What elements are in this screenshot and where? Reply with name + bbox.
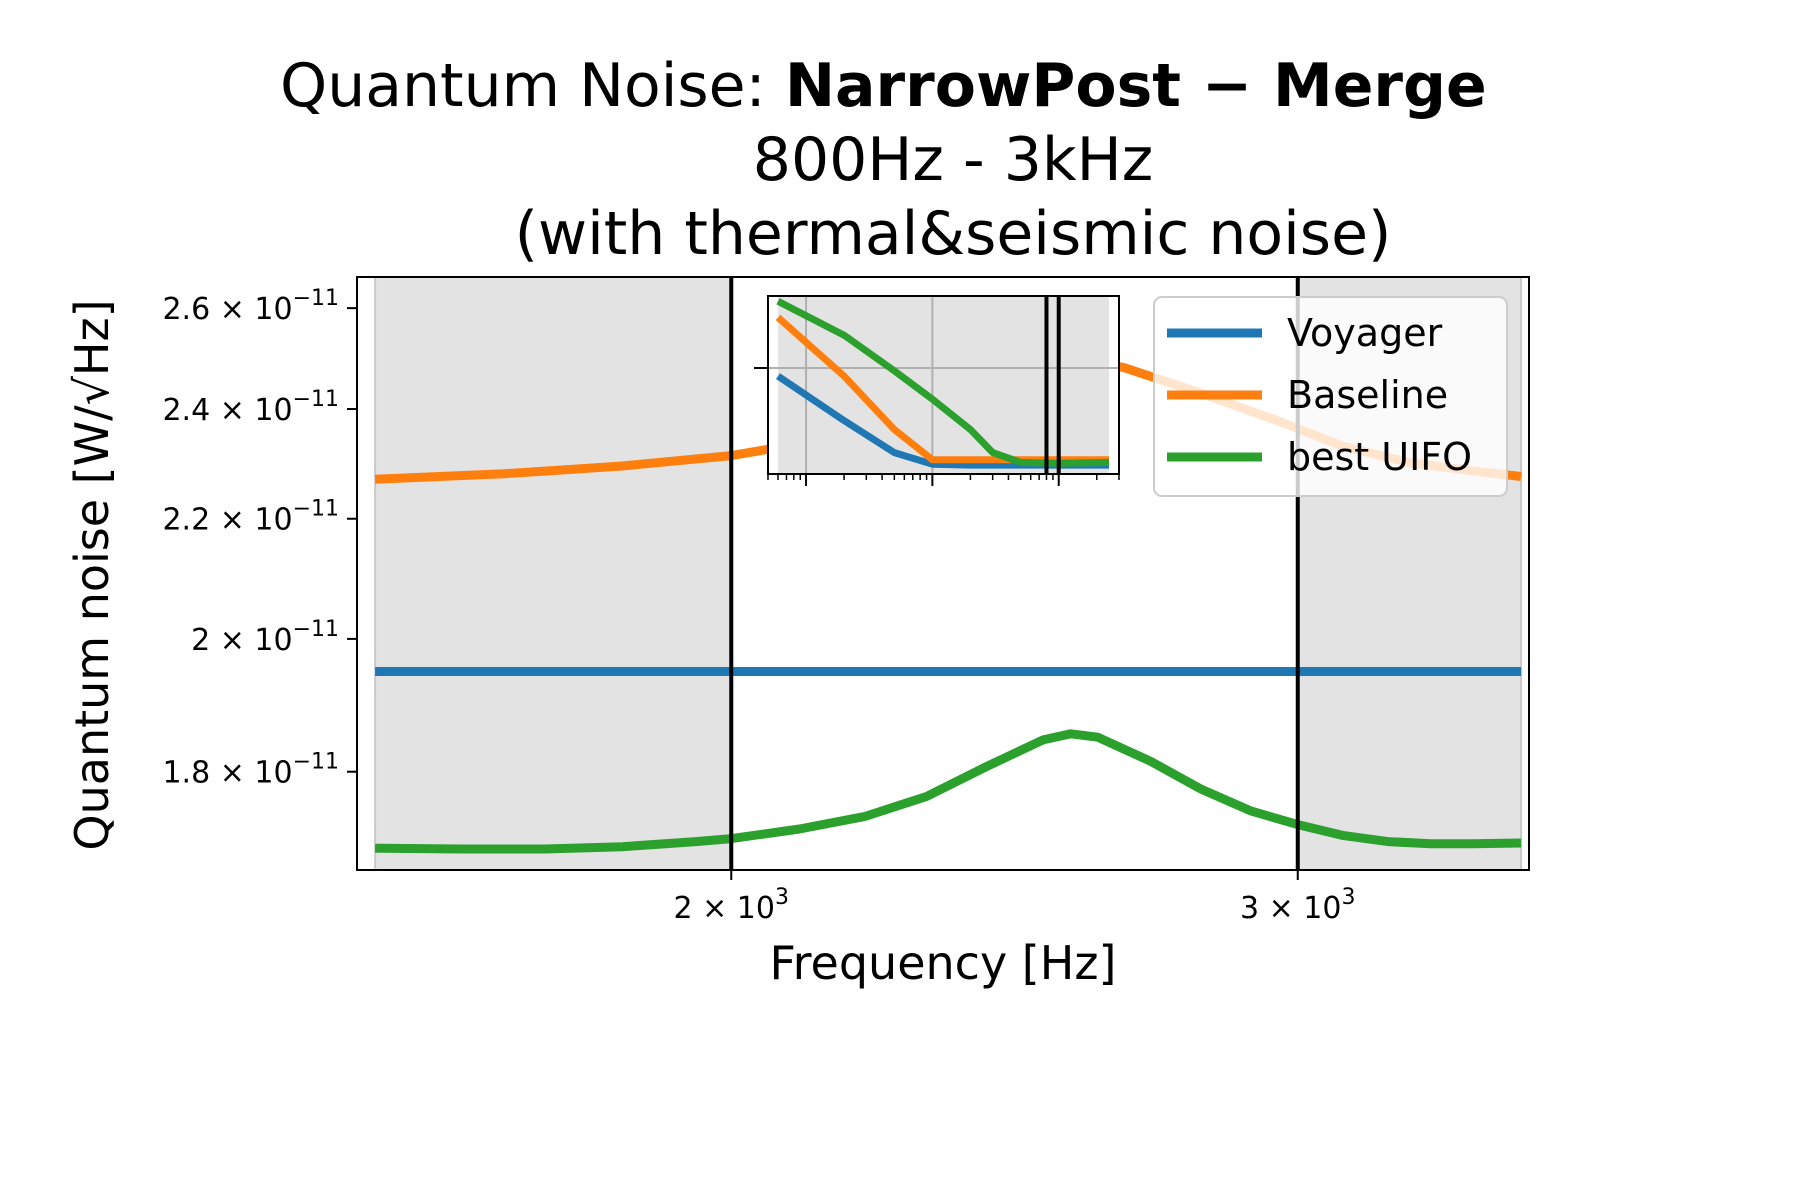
inset-band-lines: [1044, 296, 1061, 474]
legend-item: Voyager: [1167, 311, 1443, 355]
chart-title-line2: 800Hz - 3kHz: [753, 125, 1153, 195]
legend-label: Baseline: [1287, 373, 1448, 417]
legend-box: [1153, 296, 1508, 497]
inset-frame: [767, 295, 1120, 475]
y-tick-label: 1.8 × 10−11: [162, 750, 339, 791]
chart-title-line1: Quantum Noise: NarrowPost − Merge: [280, 51, 1487, 121]
y-tick-label: 2 × 10−11: [191, 617, 339, 658]
shaded-region: [375, 277, 732, 870]
legend-item: Baseline: [1167, 373, 1448, 417]
chart-title-line3: (with thermal&seismic noise): [515, 199, 1392, 269]
chart-canvas: Quantum Noise: NarrowPost − Merge 800Hz …: [65, 51, 1530, 990]
series-line-best-uifo: [375, 729, 1522, 854]
title-prefix: Quantum Noise:: [280, 51, 785, 121]
legend-label: best UIFO: [1287, 435, 1472, 479]
y-tick-label: 2.6 × 10−11: [162, 286, 339, 327]
x-tick-label: 2 × 103: [674, 885, 789, 926]
y-tick-label: 2.4 × 10−11: [162, 387, 339, 428]
title-bold: NarrowPost − Merge: [785, 51, 1487, 121]
x-axis-ticks: 2 × 103 3 × 103: [674, 870, 1355, 926]
inset-plot: [754, 295, 1120, 486]
plot-frame: [356, 276, 1530, 871]
x-axis-label: Frequency [Hz]: [770, 936, 1117, 990]
legend-item: best UIFO: [1167, 435, 1472, 479]
y-tick-label: 2.2 × 10−11: [162, 497, 339, 538]
y-axis-ticks: 1.8 × 10−11 2 × 10−11 2.2 × 10−11 2.4 × 10−…: [162, 286, 357, 791]
y-axis-label-text: Quantum noise [W/√Hz]: [65, 299, 119, 850]
legend-label: Voyager: [1287, 311, 1443, 355]
y-axis-label: Quantum noise [W/√Hz]: [65, 299, 119, 850]
inset-ticks: [754, 367, 1120, 486]
x-tick-label: 3 × 103: [1240, 885, 1355, 926]
legend: Voyager Baseline best UIFO: [1153, 296, 1508, 497]
